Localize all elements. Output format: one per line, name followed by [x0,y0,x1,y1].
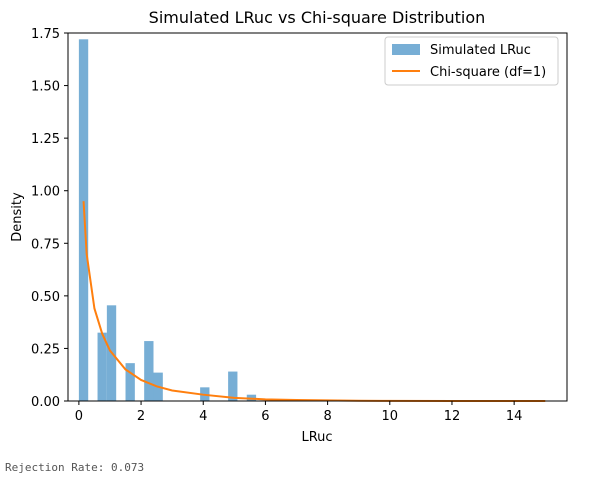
legend-curve-label: Chi-square (df=1) [430,65,546,80]
rejection-rate-note: Rejection Rate: 0.073 [5,461,144,474]
x-tick-label-1: 2 [137,409,145,424]
legend-histogram-swatch [392,44,420,55]
plot-frame [68,33,567,401]
x-tick-label-6: 12 [444,409,461,424]
x-tick-label-5: 10 [382,409,399,424]
y-tick-label-2: 0.50 [31,290,60,305]
histogram-bar-4 [144,341,153,401]
x-tick-label-2: 4 [199,409,207,424]
y-tick-label-7: 1.75 [31,27,60,42]
x-axis-ticks: 0 2 4 6 8 10 12 14 [75,401,523,424]
y-tick-label-6: 1.50 [31,80,60,95]
legend: Simulated LRuc Chi-square (df=1) [385,37,558,85]
x-tick-label-0: 0 [75,409,83,424]
x-tick-label-7: 14 [506,409,523,424]
histogram-bar-3 [126,363,135,401]
y-tick-label-4: 1.00 [31,185,60,200]
x-tick-label-4: 8 [323,409,331,424]
y-tick-label-3: 0.75 [31,237,60,252]
y-tick-label-0: 0.00 [31,395,60,410]
x-tick-label-3: 6 [261,409,269,424]
y-axis-label: Density [10,192,25,242]
histogram-bar-0 [79,39,88,401]
y-axis-ticks: 0.00 0.25 0.50 0.75 1.00 1.25 1.50 1.75 [31,27,68,410]
x-axis-label: LRuc [301,430,332,445]
histogram-bars [79,39,256,401]
y-tick-label-5: 1.25 [31,132,60,147]
legend-histogram-label: Simulated LRuc [430,43,531,58]
chart-title: Simulated LRuc vs Chi-square Distributio… [149,8,486,27]
y-tick-label-1: 0.25 [31,342,60,357]
